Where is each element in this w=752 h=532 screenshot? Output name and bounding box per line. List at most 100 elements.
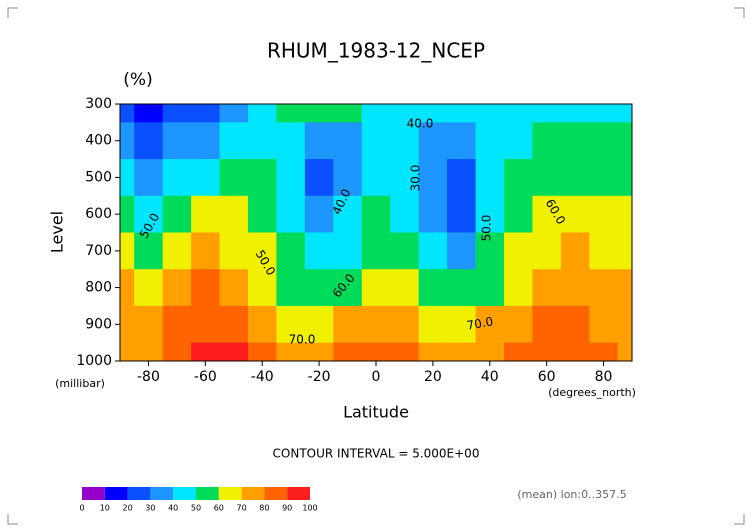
contour-cell [304, 159, 334, 197]
contour-cell [219, 159, 249, 197]
contour-cell [617, 195, 633, 233]
contour-cell [219, 269, 249, 307]
contour-cell [589, 305, 619, 344]
contour-cell [248, 269, 277, 307]
contour-cell [447, 305, 477, 344]
contour-cell [504, 342, 533, 362]
colorbar-label: 50 [191, 504, 201, 513]
contour-cell [276, 269, 306, 307]
contour-cell [475, 104, 505, 123]
contour-cell [191, 122, 221, 160]
x-tick-label: -40 [251, 369, 274, 385]
contour-cell [162, 232, 192, 270]
y-tick-label: 700 [85, 243, 112, 259]
contour-cell [418, 159, 448, 197]
contour-cell [120, 122, 135, 160]
contour-cell [219, 195, 249, 233]
x-tick-label: 60 [538, 369, 556, 385]
contour-label: 70.0 [466, 314, 495, 332]
contour-cell [475, 305, 505, 344]
contour-cell [276, 195, 306, 233]
corner-marks [7, 7, 745, 525]
contour-cell [134, 342, 164, 362]
contour-cell [504, 104, 533, 123]
contour-cell [447, 232, 477, 270]
contour-cell [589, 195, 619, 233]
contour-cell [532, 159, 562, 197]
contour-cell [589, 232, 619, 270]
contour-cell [333, 342, 363, 362]
x-tick-label: 0 [372, 369, 381, 385]
colorbar-swatch [150, 487, 174, 500]
contour-cell [560, 269, 590, 307]
contour-cell [191, 232, 221, 270]
contour-cell [532, 305, 562, 344]
contour-cell [589, 342, 619, 362]
contour-cell [504, 232, 533, 270]
contour-cell [447, 159, 477, 197]
colorbar-swatch [241, 487, 265, 500]
contour-cell [304, 104, 334, 123]
contour-cell [333, 122, 363, 160]
y-tick-label: 1000 [76, 353, 112, 369]
contour-cell [248, 159, 277, 197]
contour-label: 30.0 [409, 165, 423, 192]
contour-cell [134, 269, 164, 307]
contour-cell [162, 104, 192, 123]
contour-cell [304, 342, 334, 362]
contour-cell [560, 104, 590, 123]
contour-cell [589, 269, 619, 307]
contour-cell [390, 305, 420, 344]
contour-cell [333, 104, 363, 123]
contour-cell [560, 122, 590, 160]
contour-cell [447, 195, 477, 233]
contour-cell [504, 159, 533, 197]
contour-cell [134, 104, 164, 123]
contour-interval: CONTOUR INTERVAL = 5.000E+00 [273, 447, 480, 461]
contour-cell [475, 195, 505, 233]
contour-cell [304, 305, 334, 344]
contour-cell [120, 305, 135, 344]
colorbar-label: 90 [282, 504, 292, 513]
contour-cell [361, 305, 391, 344]
contour-cell [248, 122, 277, 160]
contour-cell [120, 232, 135, 270]
contour-cell [248, 305, 277, 344]
x-tick-label: -60 [194, 369, 217, 385]
contour-cell [304, 232, 334, 270]
contour-cell [475, 232, 505, 270]
contour-cell [447, 104, 477, 123]
colorbar-label: 40 [168, 504, 178, 513]
contour-cell [447, 269, 477, 307]
contour-cell [390, 122, 420, 160]
contour-cell [361, 104, 391, 123]
contour-cell [248, 104, 277, 123]
contour-cell [120, 159, 135, 197]
chart-title: RHUM_1983-12_NCEP [267, 39, 485, 63]
contour-cell [617, 104, 633, 123]
colorbar-swatch [127, 487, 151, 500]
contour-cell [418, 122, 448, 160]
contour-cell [191, 104, 221, 123]
x-axis-label: Latitude [343, 403, 409, 422]
colorbar-label: 0 [79, 504, 84, 513]
contour-cell [475, 122, 505, 160]
colorbar-swatch [196, 487, 219, 500]
contour-cell [191, 195, 221, 233]
colorbar-label: 20 [123, 504, 133, 513]
contour-cell [134, 122, 164, 160]
contour-cell [191, 159, 221, 197]
contour-cell [248, 342, 277, 362]
contour-cell [390, 232, 420, 270]
x-tick-label: 40 [481, 369, 499, 385]
contour-cell [162, 342, 192, 362]
contour-cell [532, 195, 562, 233]
contour-cell [304, 195, 334, 233]
contour-cell [617, 159, 633, 197]
contour-cell [447, 342, 477, 362]
footer-note: (mean) lon:0..357.5 [517, 488, 626, 501]
x-tick-label: -80 [137, 369, 160, 385]
contour-cell [475, 159, 505, 197]
y-tick-label: 400 [85, 133, 112, 149]
